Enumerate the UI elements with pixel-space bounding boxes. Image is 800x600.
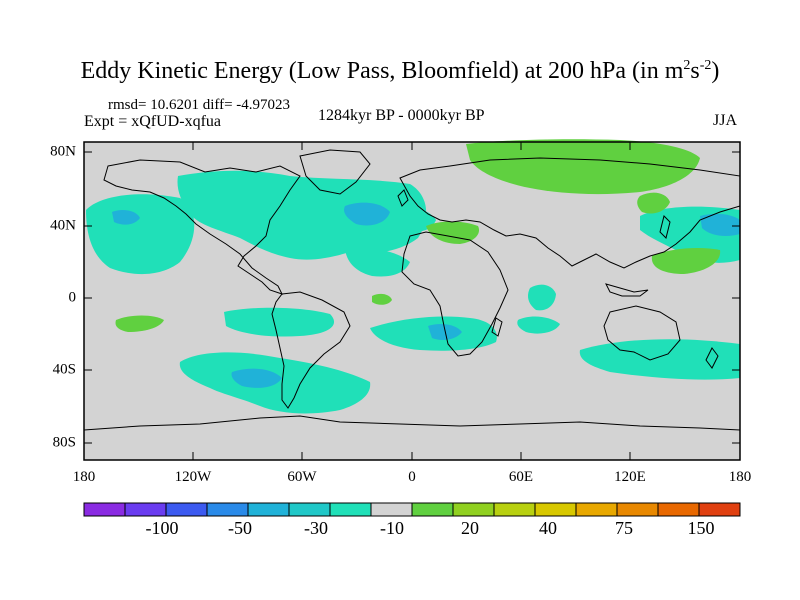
equatorial-atlantic-positive-region [372, 293, 392, 305]
tropical-pacific-positive-region [115, 315, 164, 332]
arctic-positive-region [466, 139, 700, 195]
lat-label-0: 0 [68, 289, 77, 306]
southern-ocean-core [231, 368, 282, 388]
colorbar-label-4: -10 [380, 518, 404, 538]
africa-coast [401, 231, 509, 357]
colorbar-label-1: -100 [145, 518, 179, 538]
lon-label-120w: 120W [174, 469, 212, 485]
negative-core-regions [112, 202, 740, 388]
season-label: JJA [713, 112, 738, 129]
north-america-coast [103, 159, 301, 295]
colorbar-swatch-5 [247, 502, 290, 517]
atlantic-tail-negative-region [345, 247, 410, 277]
lat-label-40s: 40S [52, 361, 76, 378]
colorbar-label-7: 75 [615, 518, 633, 538]
colorbar-swatch-4 [206, 502, 249, 517]
experiment-label: Expt = xQfUD-xqfua [84, 113, 221, 130]
indonesia-coast [605, 283, 649, 297]
axis-ticks [83, 142, 741, 460]
colorbar-swatch-10 [452, 502, 495, 517]
indian-ocean-south-negative-region [517, 316, 560, 334]
lat-label-80s: 80S [52, 434, 76, 451]
colorbar-swatch-6 [288, 502, 331, 517]
british-isles-coast [397, 189, 409, 207]
lon-label-60e: 60E [508, 469, 534, 485]
lon-label-120e: 120E [614, 469, 646, 485]
north-america-atlantic-negative-region [177, 170, 427, 260]
mediterranean-positive-region [426, 221, 480, 244]
colorbar-swatch-1 [83, 502, 126, 517]
greenland-coast [299, 149, 371, 195]
rmsd-diff-stats: rmsd= 10.6201 diff= -4.97023 [108, 97, 291, 113]
colorbar-swatch-12 [534, 502, 577, 517]
chart-title: Eddy Kinetic Energy (Low Pass, Bloomfiel… [80, 58, 720, 84]
east-asia-positive-region [637, 192, 670, 214]
lon-label-180-east: 180 [728, 469, 752, 485]
colorbar-swatch-15 [657, 502, 700, 517]
east-asia-core [700, 213, 740, 236]
colorbar-label-6: 40 [539, 518, 557, 538]
colorbar-label-3: -30 [304, 518, 328, 538]
colorbar-swatch-13 [575, 502, 618, 517]
lon-label-0: 0 [408, 469, 416, 485]
pacific-core [112, 210, 140, 225]
positive-anomaly-regions [115, 139, 721, 332]
colorbar [83, 502, 741, 517]
colorbar-swatch-3 [165, 502, 208, 517]
asia-north-negative-region [180, 182, 220, 198]
pacific-west-positive-region [651, 248, 721, 274]
indian-ocean-negative-region [528, 284, 556, 311]
colorbar-swatch-8 [370, 502, 413, 517]
south-pacific-negative-region [224, 307, 335, 337]
japan-coast [659, 215, 671, 239]
madagascar-coast [491, 317, 503, 337]
colorbar-label-8: 150 [687, 518, 715, 538]
new-zealand-coast [705, 347, 719, 369]
antarctica-coast [83, 415, 741, 431]
lon-label-180-west: 180 [72, 469, 96, 485]
atlantic-core [344, 202, 390, 226]
south-america-coast [271, 291, 351, 409]
colorbar-label-2: -50 [228, 518, 252, 538]
colorbar-swatch-14 [616, 502, 659, 517]
eurasia-coast [399, 157, 741, 269]
lon-label-60w: 60W [287, 469, 317, 485]
colorbar-swatch-11 [493, 502, 536, 517]
period-label: 1284kyr BP - 0000kyr BP [318, 107, 485, 124]
colorbar-label-5: 20 [461, 518, 479, 538]
colorbar-swatch-7 [329, 502, 372, 517]
colorbar-swatch-9 [411, 502, 454, 517]
lat-label-40n: 40N [50, 217, 76, 234]
lat-label-80n: 80N [50, 143, 76, 160]
colorbar-swatch-2 [124, 502, 167, 517]
australia-coast [603, 305, 681, 361]
coastlines [83, 149, 741, 431]
colorbar-swatch-16 [698, 502, 741, 517]
